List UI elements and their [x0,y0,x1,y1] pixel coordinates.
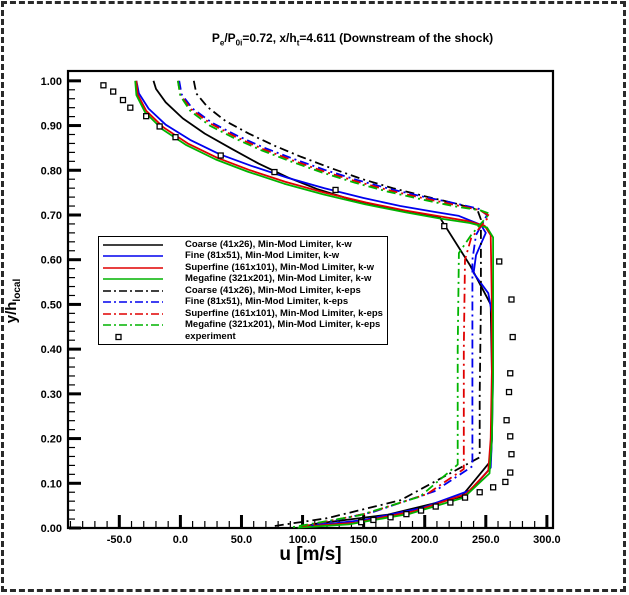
legend-line-sample [103,289,163,292]
experiment-marker [502,478,509,486]
legend-line-sample [103,312,163,315]
x-tick-label: 50.0 [231,534,252,546]
experiment-marker [271,168,278,176]
label-subscript: t [296,38,300,48]
experiment-marker [156,123,163,130]
axes-border [66,69,555,530]
x-tick-label: 300.0 [533,534,561,546]
legend-line-sample [103,255,163,258]
y-tick-label: 0.80 [41,165,62,177]
legend-item-label: Superfine (161x101), Min-Mod Limiter, k-… [185,307,383,319]
experiment-marker [432,503,439,510]
legend-item: Fine (81x51), Min-Mod Limiter, k-eps [101,297,387,309]
y-tick-label: 0.10 [41,478,62,490]
x-tick-label: 150.0 [350,534,378,546]
experiment-marker [507,469,514,476]
legend-item: Superfine (161x101), Min-Mod Limiter, k-… [101,308,387,320]
experiment-marker [507,370,514,377]
y-tick-label: 1.00 [41,76,62,88]
legend-line-sample [103,266,163,269]
experiment-marker [507,433,514,440]
label-text: =0.72, x/h [242,31,297,45]
experiment-marker [509,333,516,341]
y-tick-label: 0.00 [41,523,62,535]
legend-line-sample [103,324,163,327]
legend-item: Megafine (321x201), Min-Mod Limiter, k-w [101,274,387,286]
label-subscript: e [219,38,225,48]
label-subscript: 0i [235,38,243,48]
experiment-marker [489,484,497,491]
label-text: P [211,31,220,45]
experiment-marker [417,507,425,514]
label-text: y/h [3,301,20,324]
experiment-marker [100,82,107,89]
label-subscript: local [12,278,23,302]
experiment-marker [403,510,410,518]
legend-item-label: Megafine (321x201), Min-Mod Limiter, k-e… [185,319,381,331]
experiment-marker [503,417,510,424]
legend-box: Coarse (41x26), Min-Mod Limiter, k-w Fine… [98,236,388,345]
legend-line-sample [103,243,163,246]
experiment-marker [143,113,150,120]
y-axis-label: y/hlocal [3,261,23,341]
y-tick-label: 0.60 [41,255,62,267]
x-tick-label: 200.0 [411,534,439,546]
y-tick-label: 0.70 [41,210,62,222]
experiment-marker [358,519,365,526]
experiment-marker [172,134,179,141]
experiment-marker [387,514,394,521]
y-tick-label: 0.90 [41,121,62,133]
legend-item: Coarse (41x26), Min-Mod Limiter, k-eps [101,285,387,297]
experiment-marker [496,258,503,265]
legend-item-label: Coarse (41x26), Min-Mod Limiter, k-w [185,238,352,250]
y-tick-label: 0.50 [41,299,62,311]
legend-line-sample [103,278,163,281]
y-tick-label: 0.40 [41,344,62,356]
legend-item: experiment [101,331,387,343]
experiment-marker [508,451,515,458]
chart-title: Pe/P0i=0.72, x/ht=4.611 (Downstream of t… [70,31,629,47]
legend-item-label: Megafine (321x201), Min-Mod Limiter, k-w [185,273,372,285]
experiment-marker [447,499,454,506]
legend-item-label: Superfine (161x101), Min-Mod Limiter, k-… [185,261,374,273]
legend-item-label: Coarse (41x26), Min-Mod Limiter, k-eps [185,284,361,296]
experiment-marker [217,152,224,159]
x-tick-label: 100.0 [289,534,317,546]
experiment-marker [441,223,448,230]
label-text: /P [224,31,236,45]
experiment-marker [110,88,117,95]
series-line [177,80,491,528]
experiment-marker [119,96,127,104]
experiment-marker [332,186,339,194]
legend-item: Coarse (41x26), Min-Mod Limiter, k-w [101,239,387,251]
legend-item-label: experiment [185,330,236,342]
x-tick-label: 0.0 [173,534,188,546]
experiment-marker [476,489,483,496]
experiment-marker [127,104,134,111]
legend-item: Superfine (161x101), Min-Mod Limiter, k-… [101,262,387,274]
experiment-marker [370,516,377,524]
experiment-marker [508,296,515,303]
experiment-marker [505,388,513,396]
legend-item-label: Fine (81x51), Min-Mod Limiter, k-eps [185,296,349,308]
experiment-marker [461,494,469,501]
legend-item: Fine (81x51), Min-Mod Limiter, k-w [101,251,387,263]
legend-marker-sample [115,333,122,340]
series-line [135,80,493,528]
legend-line-sample [103,301,163,304]
series-line [178,80,488,527]
series-line [192,80,482,528]
legend-item-label: Fine (81x51), Min-Mod Limiter, k-w [185,250,340,262]
series-line [177,80,491,528]
x-tick-label: 250.0 [472,534,500,546]
x-axis-label: u [m/s] [279,544,342,565]
label-text: =4.611 (Downstream of the shock) [299,31,494,45]
legend-item: Megafine (321x201), Min-Mod Limiter, k-e… [101,320,387,332]
y-tick-label: 0.30 [41,389,62,401]
x-tick-label: -50.0 [107,534,132,546]
y-tick-label: 0.20 [41,434,62,446]
